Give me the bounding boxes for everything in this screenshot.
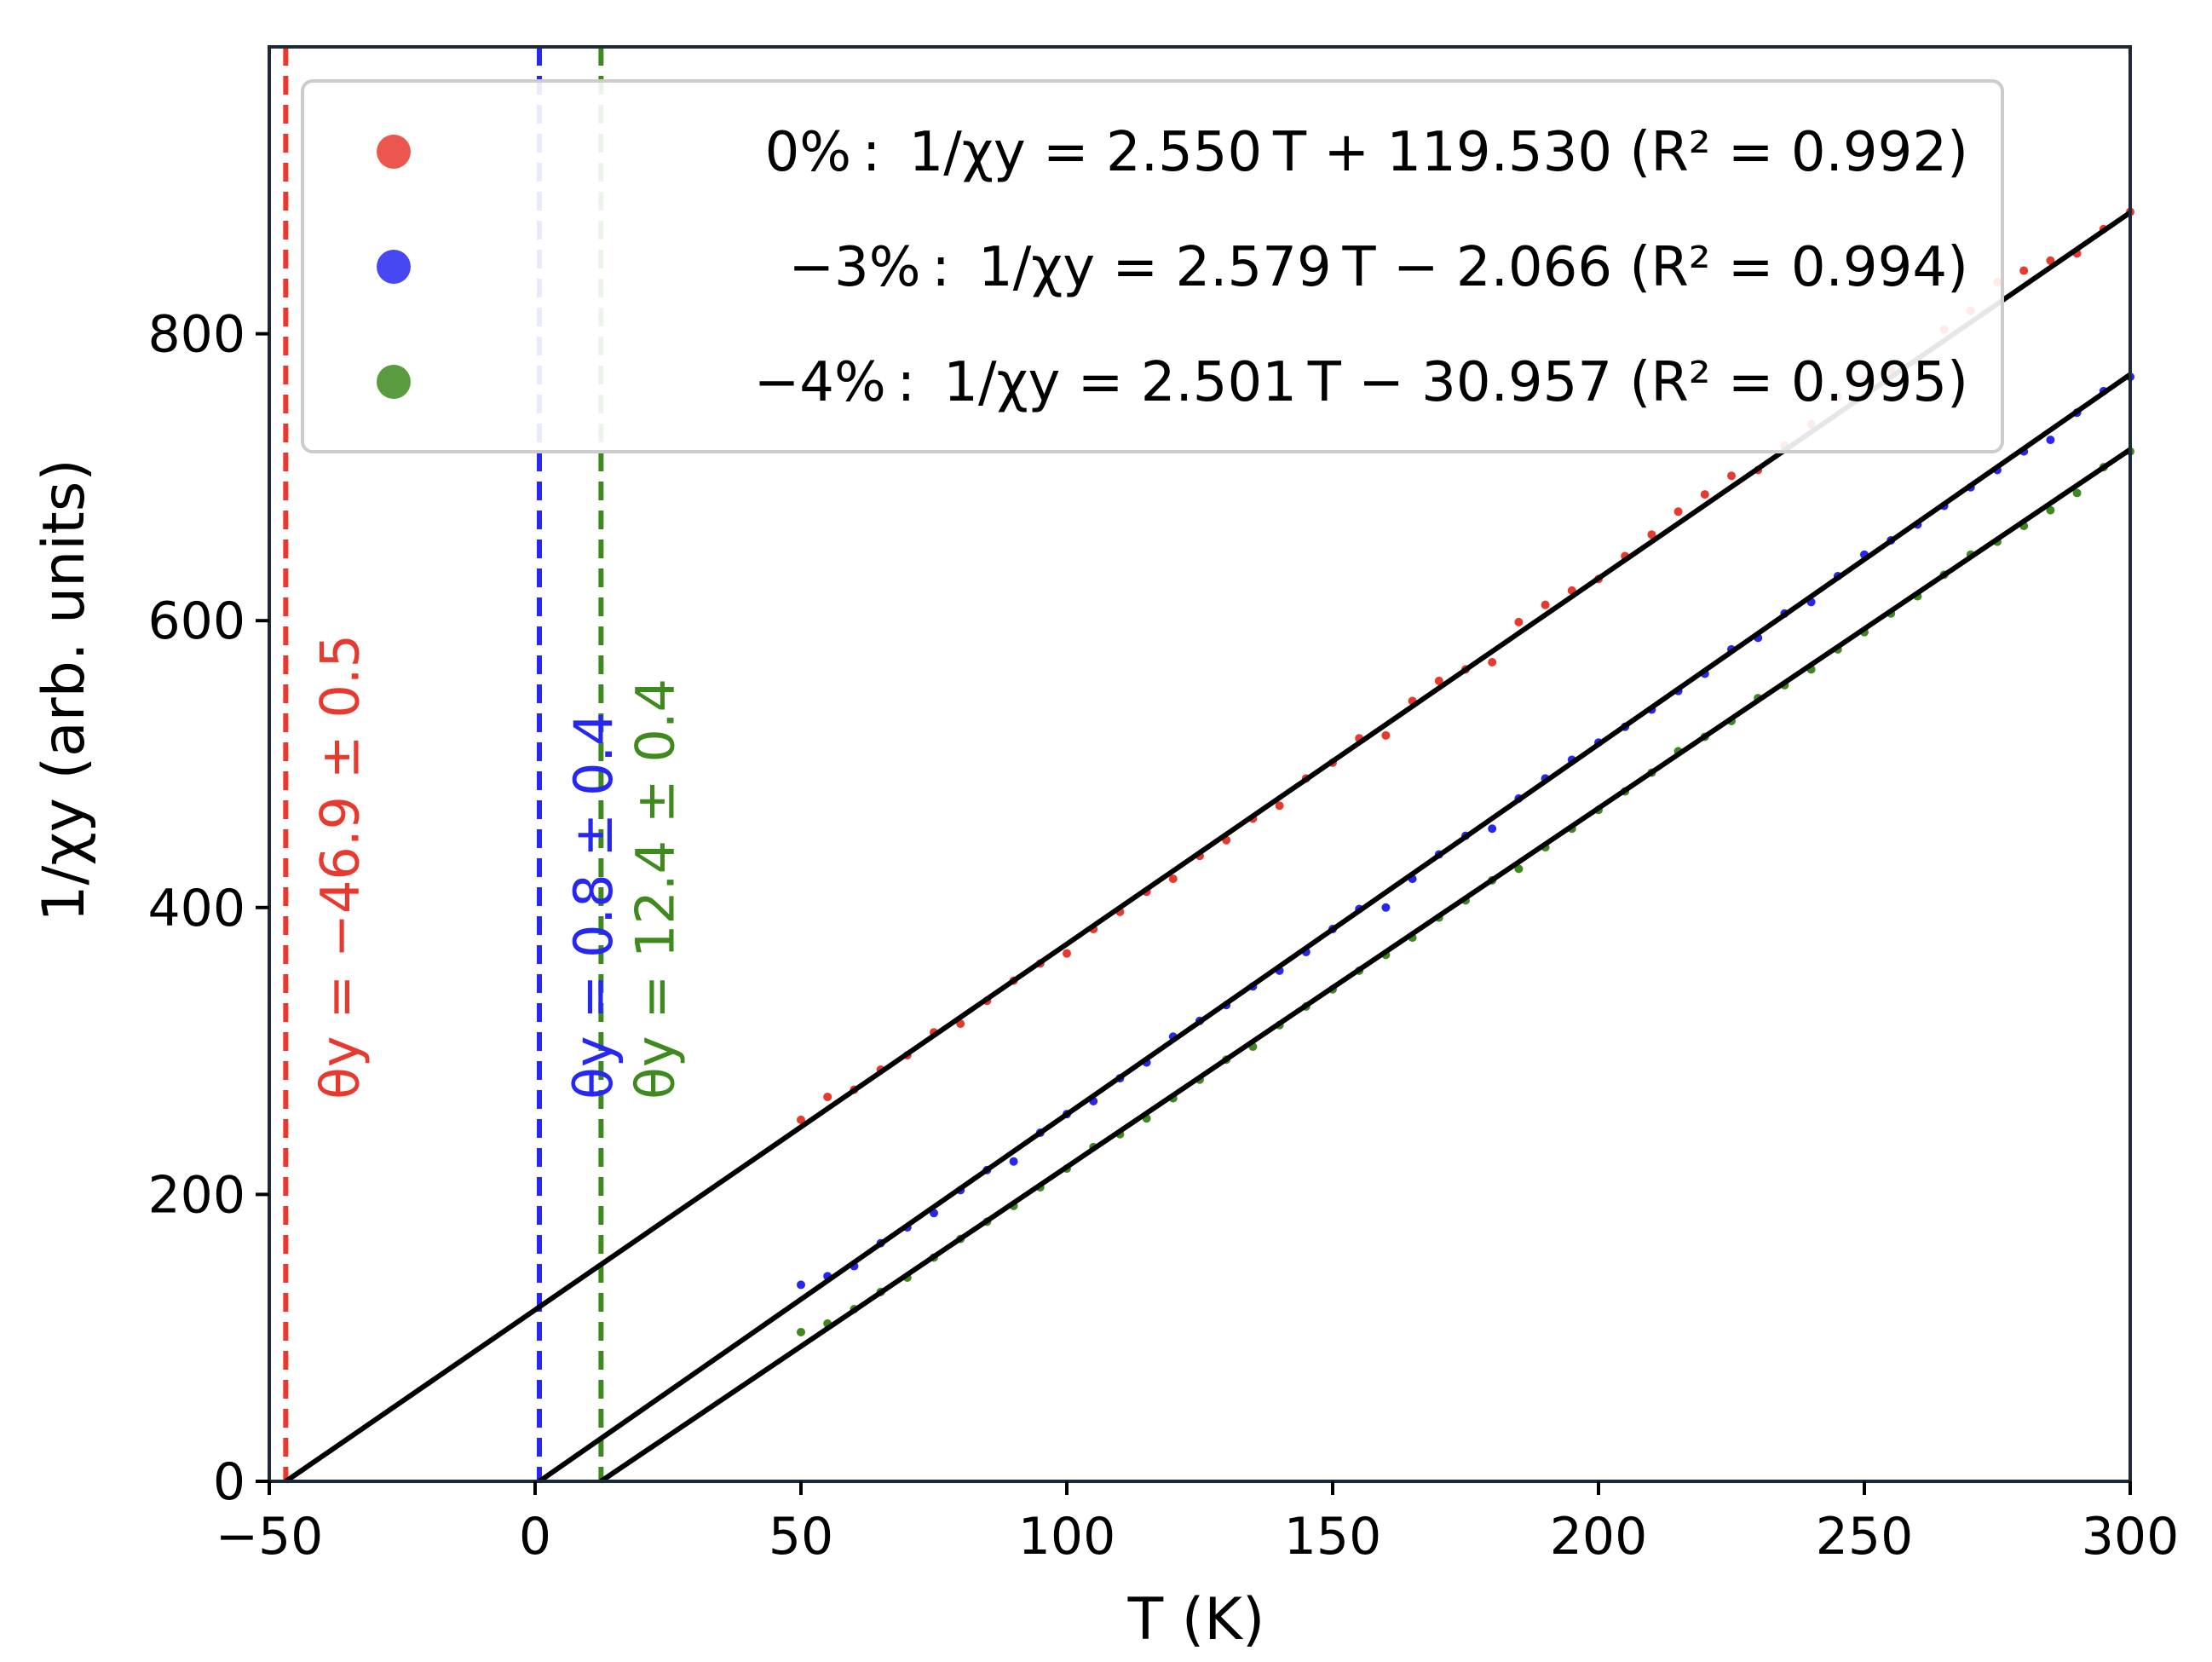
data-point bbox=[1063, 949, 1071, 958]
data-point bbox=[2019, 266, 2029, 275]
theta-labels: θy = −46.9 ± 0.5 θy = 0.8 ± 0.4 θy = 12.4 … bbox=[308, 634, 686, 1099]
theta-label-0: θy = −46.9 ± 0.5 bbox=[308, 634, 371, 1099]
data-point bbox=[797, 1115, 805, 1124]
data-point bbox=[823, 1092, 832, 1101]
fit-line-1 bbox=[538, 372, 2132, 1484]
y-tick-label: 0 bbox=[213, 1452, 245, 1512]
data-point bbox=[1647, 530, 1656, 540]
data-point bbox=[1381, 903, 1391, 912]
x-tick-label: 100 bbox=[1018, 1507, 1116, 1567]
x-axis-label: T (K) bbox=[1127, 1586, 1265, 1653]
theta-label-1: θy = 0.8 ± 0.4 bbox=[562, 712, 625, 1099]
theta-label-2: θy = 12.4 ± 0.4 bbox=[624, 678, 686, 1099]
y-tick-label: 200 bbox=[147, 1165, 245, 1225]
legend: 0% : 1/χy = 2.550 T + 119.530 (R² = 0.99… bbox=[301, 79, 2004, 453]
data-point bbox=[1727, 471, 1736, 481]
legend-entry: 0% : 1/χy = 2.550 T + 119.530 (R² = 0.99… bbox=[765, 121, 1968, 184]
y-tick-label: 600 bbox=[147, 592, 245, 651]
data-point bbox=[1488, 658, 1497, 667]
x-tick-label: 250 bbox=[1816, 1507, 1914, 1567]
plot-border bbox=[268, 45, 2132, 1483]
y-tick-label: 800 bbox=[147, 305, 245, 365]
data-point bbox=[1168, 874, 1178, 884]
data-point bbox=[1514, 617, 1524, 626]
x-tick-label: 150 bbox=[1284, 1507, 1382, 1567]
x-tick-label: 50 bbox=[769, 1507, 833, 1567]
legend-marker bbox=[377, 250, 411, 284]
legend-marker bbox=[377, 365, 411, 399]
x-tick-label: 300 bbox=[2082, 1507, 2180, 1567]
x-tick-label: 200 bbox=[1550, 1507, 1648, 1567]
legend-entry: −3% : 1/χy = 2.579 T − 2.066 (R² = 0.994… bbox=[788, 236, 1968, 299]
data-point bbox=[1275, 801, 1284, 811]
data-point bbox=[1514, 864, 1524, 874]
fit-line-2 bbox=[599, 447, 2132, 1484]
data-point bbox=[2046, 256, 2055, 265]
legend-frame bbox=[301, 79, 2004, 453]
x-axis-ticks: −50 0 50 100 150 200 250 300 bbox=[216, 1481, 2180, 1567]
y-tick-label: 400 bbox=[147, 879, 245, 938]
x-tick-label: 0 bbox=[519, 1507, 551, 1567]
data-point bbox=[2046, 436, 2055, 445]
data-point bbox=[1488, 824, 1497, 834]
data-point bbox=[1673, 507, 1683, 516]
data-point bbox=[1541, 600, 1550, 609]
data-point bbox=[2072, 488, 2082, 498]
legend-marker bbox=[377, 135, 411, 169]
data-point bbox=[2046, 505, 2055, 515]
x-tick-label: −50 bbox=[216, 1507, 324, 1567]
y-axis-ticks: 0 200 400 600 800 bbox=[147, 305, 269, 1512]
y-axis-label: 1/χy (arb. units) bbox=[31, 459, 98, 922]
data-point bbox=[1700, 490, 1709, 499]
data-point bbox=[797, 1327, 805, 1336]
data-point bbox=[1009, 1157, 1018, 1166]
legend-entry: −4% : 1/χy = 2.501 T − 30.957 (R² = 0.99… bbox=[754, 351, 1968, 414]
data-point bbox=[1434, 676, 1443, 685]
data-point bbox=[1381, 730, 1391, 740]
data-point bbox=[797, 1280, 805, 1290]
